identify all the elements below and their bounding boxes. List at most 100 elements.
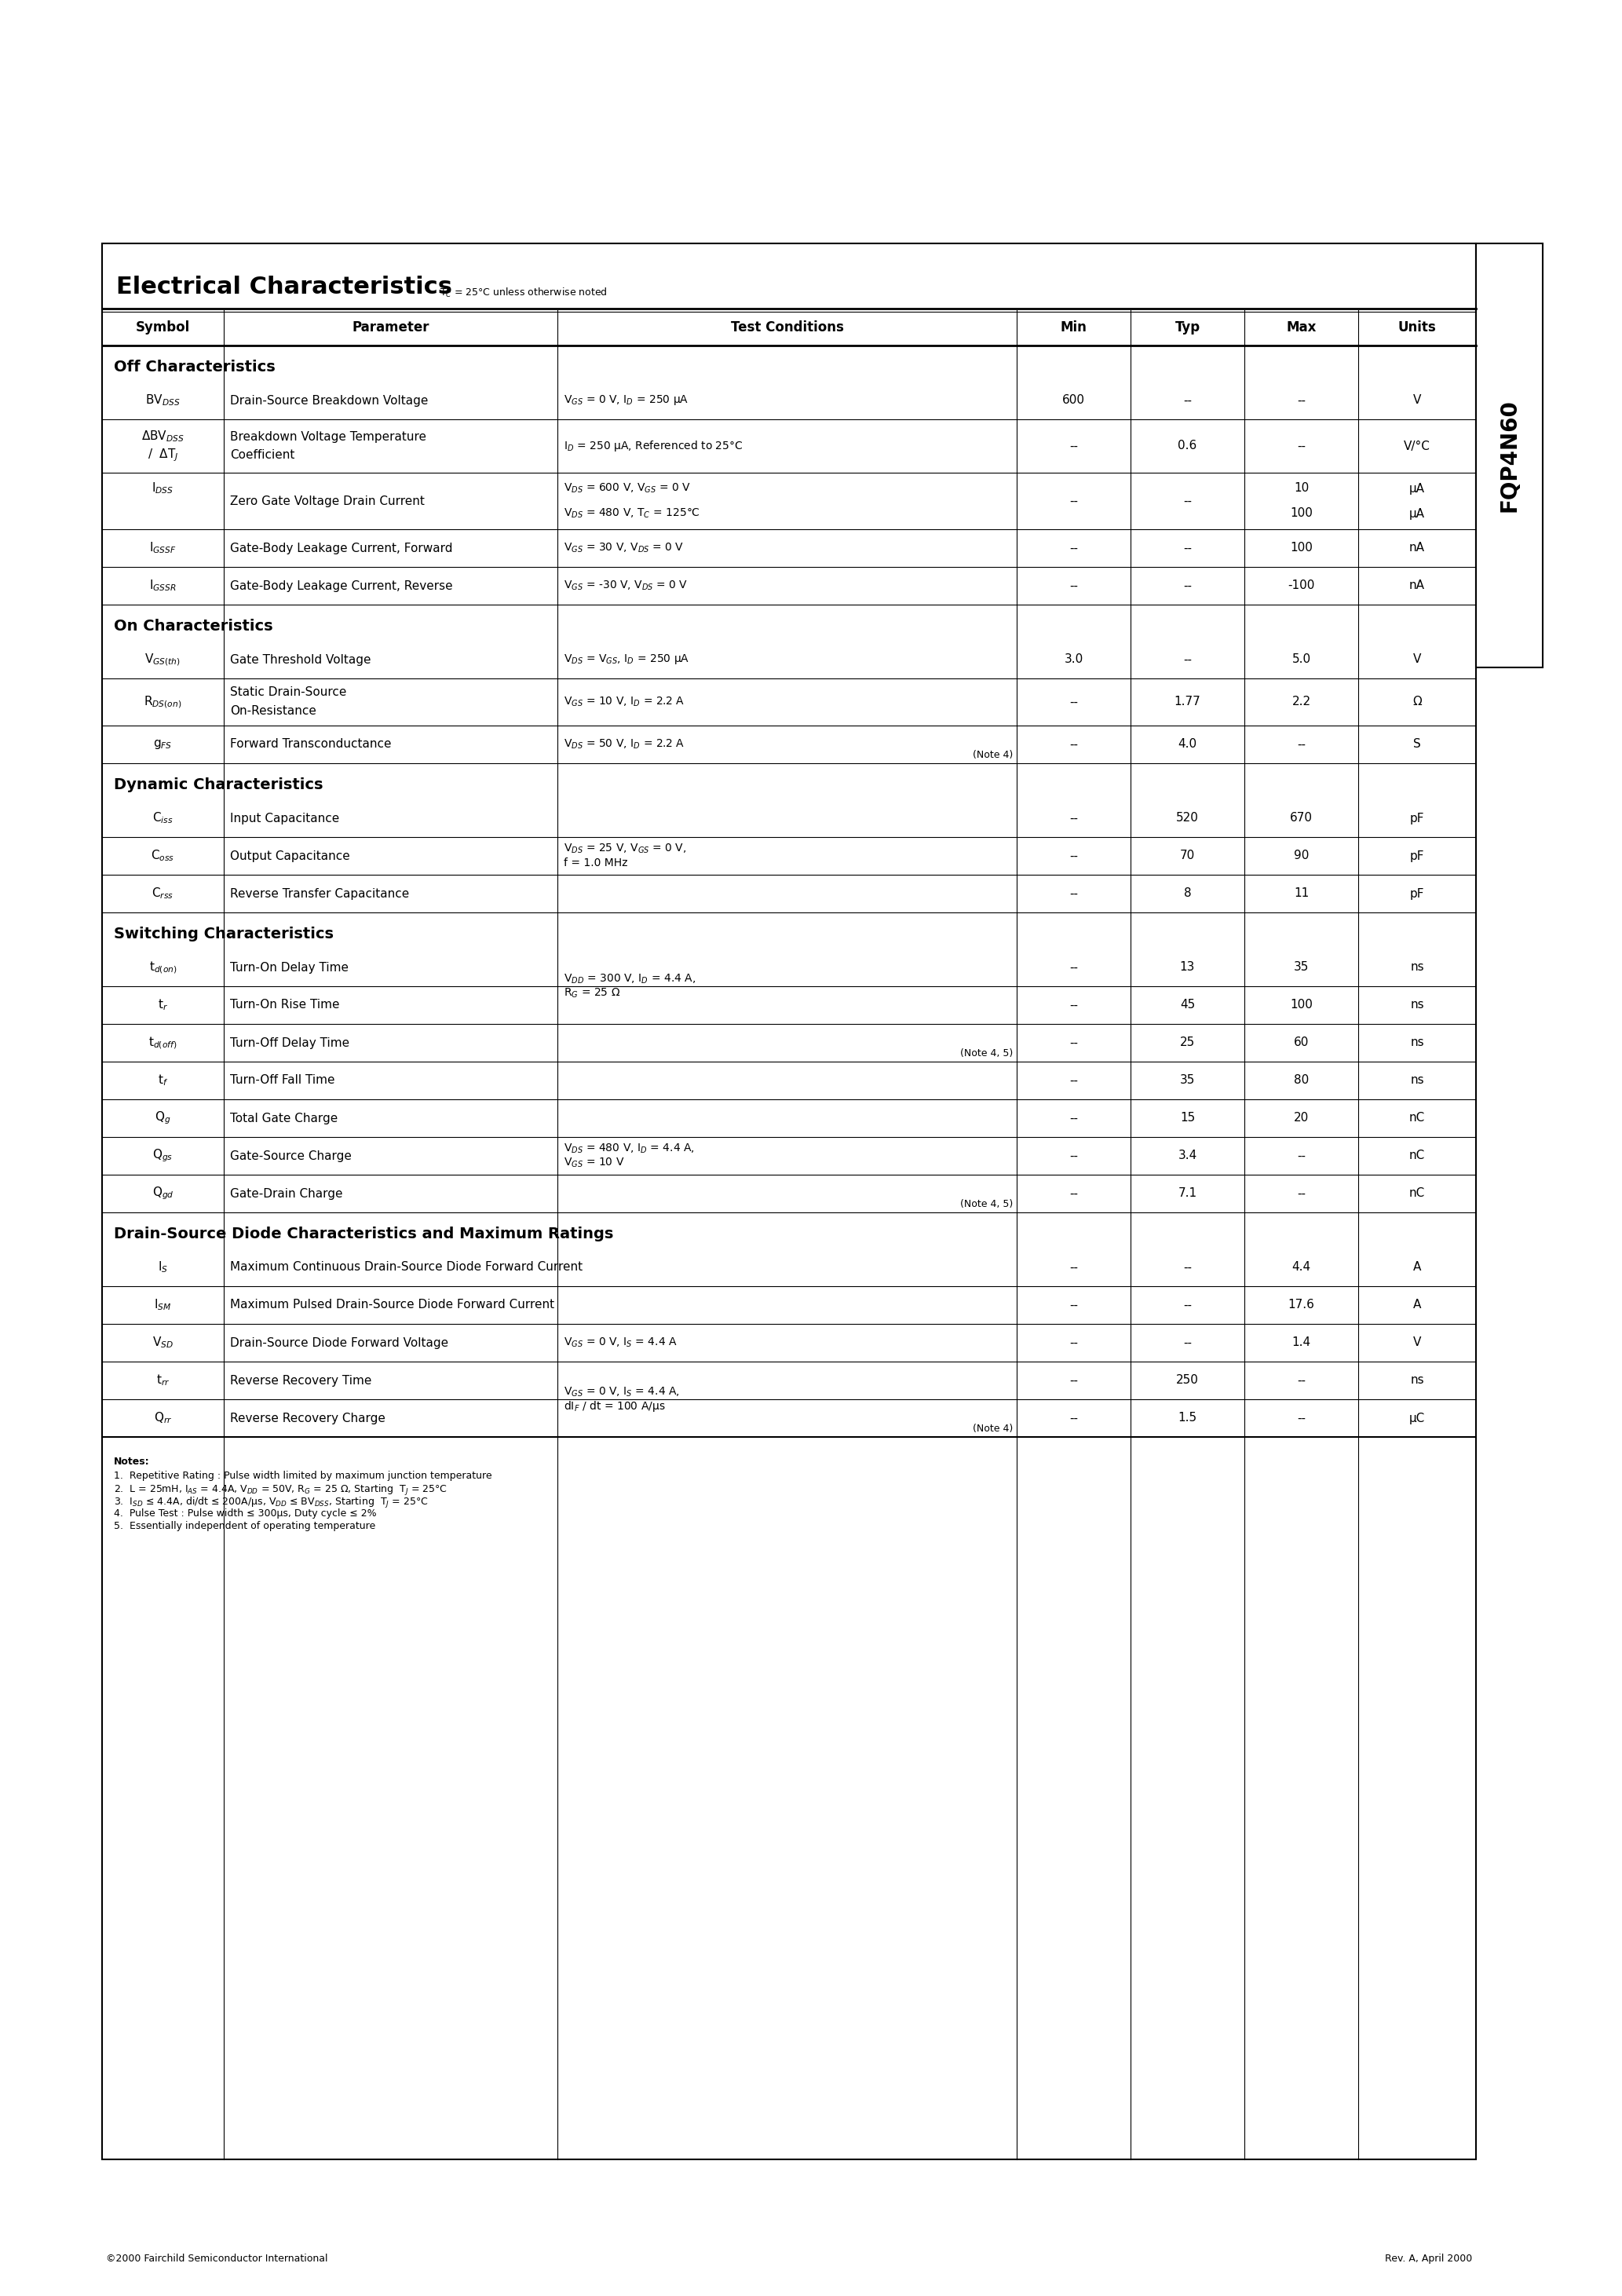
- Text: nC: nC: [1410, 1111, 1426, 1125]
- Text: t$_r$: t$_r$: [157, 999, 169, 1013]
- Bar: [102, 243, 1476, 2158]
- Text: Forward Transconductance: Forward Transconductance: [230, 739, 391, 751]
- Text: Max: Max: [1286, 321, 1317, 335]
- Text: Off Characteristics: Off Characteristics: [114, 360, 276, 374]
- Text: Drain-Source Diode Forward Voltage: Drain-Source Diode Forward Voltage: [230, 1336, 448, 1348]
- Text: 70: 70: [1179, 850, 1195, 861]
- Text: ns: ns: [1410, 1075, 1424, 1086]
- Text: 4.  Pulse Test : Pulse width ≤ 300μs, Duty cycle ≤ 2%: 4. Pulse Test : Pulse width ≤ 300μs, Dut…: [114, 1508, 376, 1518]
- Text: --: --: [1069, 813, 1079, 824]
- Text: Typ: Typ: [1174, 321, 1200, 335]
- Text: --: --: [1069, 1336, 1079, 1348]
- Text: 1.4: 1.4: [1291, 1336, 1311, 1348]
- Text: 35: 35: [1294, 962, 1309, 974]
- Text: nA: nA: [1410, 581, 1426, 592]
- Text: Drain-Source Breakdown Voltage: Drain-Source Breakdown Voltage: [230, 395, 428, 406]
- Text: V$_{GS}$ = 0 V, I$_S$ = 4.4 A: V$_{GS}$ = 0 V, I$_S$ = 4.4 A: [564, 1336, 678, 1350]
- Text: Turn-Off Delay Time: Turn-Off Delay Time: [230, 1038, 349, 1049]
- Text: 2.2: 2.2: [1291, 696, 1311, 707]
- Text: --: --: [1182, 496, 1192, 507]
- Text: 250: 250: [1176, 1375, 1199, 1387]
- Text: --: --: [1069, 1375, 1079, 1387]
- Text: --: --: [1069, 739, 1079, 751]
- Text: Reverse Recovery Charge: Reverse Recovery Charge: [230, 1412, 386, 1424]
- Text: I$_{GSSF}$: I$_{GSSF}$: [149, 542, 177, 556]
- Text: R$_{DS(on)}$: R$_{DS(on)}$: [144, 693, 182, 709]
- Text: 3.  I$_{SD}$ ≤ 4.4A, di/dt ≤ 200A/μs, V$_{DD}$ ≤ BV$_{DSS}$, Starting  T$_J$ = 2: 3. I$_{SD}$ ≤ 4.4A, di/dt ≤ 200A/μs, V$_…: [114, 1497, 428, 1511]
- Text: μA: μA: [1410, 482, 1426, 494]
- Text: V$_{GS}$ = 0 V, I$_D$ = 250 μA: V$_{GS}$ = 0 V, I$_D$ = 250 μA: [564, 395, 689, 406]
- Text: --: --: [1069, 1187, 1079, 1199]
- Text: 17.6: 17.6: [1288, 1300, 1314, 1311]
- Text: 20: 20: [1294, 1111, 1309, 1125]
- Text: --: --: [1069, 850, 1079, 861]
- Text: --: --: [1069, 1038, 1079, 1049]
- Text: V$_{GS}$ = 0 V, I$_S$ = 4.4 A,: V$_{GS}$ = 0 V, I$_S$ = 4.4 A,: [564, 1387, 680, 1398]
- Text: 3.0: 3.0: [1064, 654, 1083, 666]
- Text: Q$_{gs}$: Q$_{gs}$: [152, 1148, 174, 1164]
- Text: 670: 670: [1289, 813, 1312, 824]
- Text: pF: pF: [1410, 813, 1424, 824]
- Text: --: --: [1182, 581, 1192, 592]
- Text: --: --: [1069, 496, 1079, 507]
- Text: V$_{DS}$ = 480 V, I$_D$ = 4.4 A,: V$_{DS}$ = 480 V, I$_D$ = 4.4 A,: [564, 1143, 694, 1155]
- Text: pF: pF: [1410, 889, 1424, 900]
- Text: 100: 100: [1289, 507, 1312, 519]
- Text: C$_{iss}$: C$_{iss}$: [152, 810, 174, 827]
- Text: Maximum Pulsed Drain-Source Diode Forward Current: Maximum Pulsed Drain-Source Diode Forwar…: [230, 1300, 555, 1311]
- Text: 4.4: 4.4: [1291, 1261, 1311, 1274]
- Text: Rev. A, April 2000: Rev. A, April 2000: [1385, 2255, 1473, 2264]
- Text: Ω: Ω: [1413, 696, 1422, 707]
- Text: nC: nC: [1410, 1150, 1426, 1162]
- Text: 25: 25: [1179, 1038, 1195, 1049]
- Text: Parameter: Parameter: [352, 321, 430, 335]
- Text: --: --: [1298, 395, 1306, 406]
- Text: 13: 13: [1179, 962, 1195, 974]
- Text: V: V: [1413, 654, 1421, 666]
- Text: 1.  Repetitive Rating : Pulse width limited by maximum junction temperature: 1. Repetitive Rating : Pulse width limit…: [114, 1472, 491, 1481]
- Text: Turn-On Rise Time: Turn-On Rise Time: [230, 999, 339, 1010]
- Text: μC: μC: [1410, 1412, 1426, 1424]
- Text: I$_{SM}$: I$_{SM}$: [154, 1297, 172, 1313]
- Text: --: --: [1298, 1150, 1306, 1162]
- Bar: [1476, 243, 1543, 668]
- Text: --: --: [1069, 999, 1079, 1010]
- Text: T$_C$ = 25°C unless otherwise noted: T$_C$ = 25°C unless otherwise noted: [440, 287, 607, 298]
- Text: Turn-On Delay Time: Turn-On Delay Time: [230, 962, 349, 974]
- Text: pF: pF: [1410, 850, 1424, 861]
- Text: 1.5: 1.5: [1178, 1412, 1197, 1424]
- Text: 80: 80: [1294, 1075, 1309, 1086]
- Text: t$_{d(off)}$: t$_{d(off)}$: [149, 1035, 177, 1052]
- Text: ns: ns: [1410, 999, 1424, 1010]
- Text: Output Capacitance: Output Capacitance: [230, 850, 350, 861]
- Text: BV$_{DSS}$: BV$_{DSS}$: [146, 393, 180, 409]
- Text: 5.0: 5.0: [1291, 654, 1311, 666]
- Text: 4.0: 4.0: [1178, 739, 1197, 751]
- Text: V$_{DD}$ = 300 V, I$_D$ = 4.4 A,: V$_{DD}$ = 300 V, I$_D$ = 4.4 A,: [564, 974, 696, 985]
- Text: Test Conditions: Test Conditions: [730, 321, 843, 335]
- Text: --: --: [1069, 962, 1079, 974]
- Text: Min: Min: [1061, 321, 1087, 335]
- Text: V$_{DS}$ = 480 V, T$_C$ = 125°C: V$_{DS}$ = 480 V, T$_C$ = 125°C: [564, 507, 701, 519]
- Text: V$_{GS}$ = 30 V, V$_{DS}$ = 0 V: V$_{GS}$ = 30 V, V$_{DS}$ = 0 V: [564, 542, 684, 556]
- Text: I$_S$: I$_S$: [157, 1261, 169, 1274]
- Text: t$_{rr}$: t$_{rr}$: [156, 1373, 170, 1387]
- Text: t$_f$: t$_f$: [157, 1072, 169, 1088]
- Text: A: A: [1413, 1300, 1421, 1311]
- Text: --: --: [1298, 1375, 1306, 1387]
- Text: Units: Units: [1398, 321, 1435, 335]
- Text: 100: 100: [1289, 542, 1312, 553]
- Text: --: --: [1069, 1412, 1079, 1424]
- Text: 15: 15: [1179, 1111, 1195, 1125]
- Text: V: V: [1413, 1336, 1421, 1348]
- Text: 7.1: 7.1: [1178, 1187, 1197, 1199]
- Text: Gate-Source Charge: Gate-Source Charge: [230, 1150, 352, 1162]
- Text: 100: 100: [1289, 999, 1312, 1010]
- Text: 520: 520: [1176, 813, 1199, 824]
- Text: Total Gate Charge: Total Gate Charge: [230, 1111, 337, 1125]
- Text: 3.4: 3.4: [1178, 1150, 1197, 1162]
- Text: --: --: [1182, 542, 1192, 553]
- Text: Q$_g$: Q$_g$: [154, 1109, 170, 1127]
- Text: V$_{DS}$ = 25 V, V$_{GS}$ = 0 V,: V$_{DS}$ = 25 V, V$_{GS}$ = 0 V,: [564, 843, 686, 856]
- Text: 35: 35: [1179, 1075, 1195, 1086]
